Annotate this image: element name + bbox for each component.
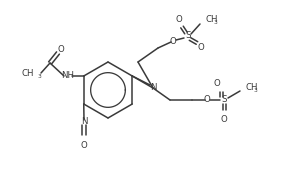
Text: NH: NH — [62, 72, 74, 81]
Text: CH: CH — [205, 15, 218, 24]
Text: O: O — [198, 44, 204, 53]
Text: 3: 3 — [38, 73, 42, 79]
Text: O: O — [58, 46, 64, 55]
Text: O: O — [81, 140, 87, 149]
Text: N: N — [150, 83, 156, 92]
Text: O: O — [214, 80, 220, 89]
Text: 3: 3 — [253, 88, 257, 92]
Text: S: S — [221, 96, 227, 105]
Text: N: N — [81, 116, 87, 125]
Text: 3: 3 — [213, 21, 217, 26]
Text: CH: CH — [245, 82, 258, 91]
Text: S: S — [185, 31, 191, 40]
Text: O: O — [170, 38, 176, 47]
Text: O: O — [204, 96, 210, 105]
Text: O: O — [175, 15, 182, 24]
Text: O: O — [221, 115, 227, 123]
Text: CH: CH — [22, 69, 34, 78]
